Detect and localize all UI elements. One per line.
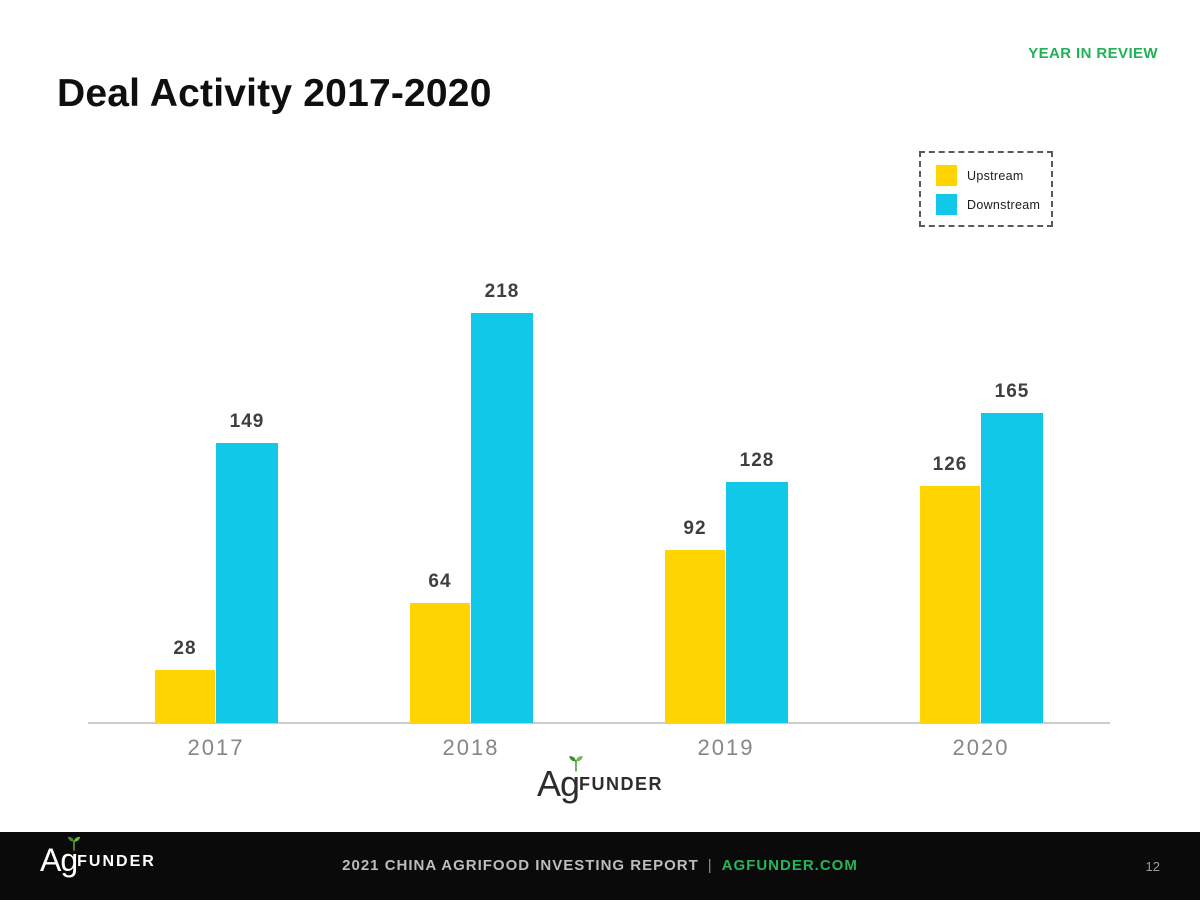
x-axis-label-2017: 2017 — [187, 735, 245, 760]
agfunder-watermark: Ag FUNDER — [536, 756, 664, 805]
chart-legend: Upstream Downstream — [919, 151, 1053, 227]
bar-value-upstream-2020: 126 — [932, 454, 968, 475]
x-axis-line — [88, 722, 1110, 724]
bar-value-downstream-2018: 218 — [484, 281, 520, 302]
watermark-brand-rest: FUNDER — [579, 774, 664, 794]
bar-downstream-2017 — [216, 443, 278, 723]
legend-label-downstream: Downstream — [967, 197, 1041, 212]
bar-upstream-2019 — [665, 550, 725, 723]
footer-bar: Ag FUNDER 2021 CHINA AGRIFOOD INVESTING … — [0, 832, 1200, 900]
footer-logo-ag: Ag — [40, 842, 78, 878]
bar-upstream-2020 — [920, 486, 980, 723]
footer-agfunder-logo: Ag FUNDER — [40, 836, 156, 879]
footer-logo-rest: FUNDER — [77, 853, 156, 870]
bar-downstream-2019 — [726, 482, 788, 723]
watermark-brand-ag: Ag — [536, 763, 580, 804]
bar-value-upstream-2018: 64 — [428, 571, 452, 592]
bar-value-downstream-2019: 128 — [739, 450, 775, 471]
legend-swatch-downstream — [936, 194, 957, 215]
bar-upstream-2018 — [410, 603, 470, 723]
bar-value-downstream-2017: 149 — [229, 411, 265, 432]
sprout-icon — [565, 753, 587, 775]
x-axis-label-2018: 2018 — [442, 735, 500, 760]
page-title: Deal Activity 2017-2020 — [57, 72, 492, 115]
x-axis-label-2019: 2019 — [697, 735, 755, 760]
footer-report-title: 2021 CHINA AGRIFOOD INVESTING REPORT | AGF… — [342, 857, 858, 874]
footer-separator: | — [707, 857, 713, 874]
chart-plot: 28 149 2017 64 218 2018 92 128 2019 126 165 2020 — [88, 253, 1110, 760]
sprout-icon — [64, 834, 84, 854]
x-axis-label-2020: 2020 — [952, 735, 1010, 760]
legend-swatch-upstream — [936, 165, 957, 186]
bar-upstream-2017 — [155, 670, 215, 723]
bar-value-downstream-2020: 165 — [994, 381, 1030, 402]
legend-item-downstream: Downstream — [936, 194, 1051, 215]
bar-value-upstream-2019: 92 — [683, 518, 707, 539]
bar-downstream-2018 — [471, 313, 533, 723]
footer-site-link[interactable]: AGFUNDER.COM — [721, 857, 858, 874]
legend-label-upstream: Upstream — [967, 168, 1024, 183]
eyebrow-label: YEAR IN REVIEW — [1028, 45, 1158, 62]
legend-item-upstream: Upstream — [936, 165, 1051, 186]
report-title-text: 2021 CHINA AGRIFOOD INVESTING REPORT — [342, 857, 699, 874]
page-number: 12 — [1145, 859, 1160, 874]
bar-value-upstream-2017: 28 — [173, 638, 197, 659]
bar-downstream-2020 — [981, 413, 1043, 723]
